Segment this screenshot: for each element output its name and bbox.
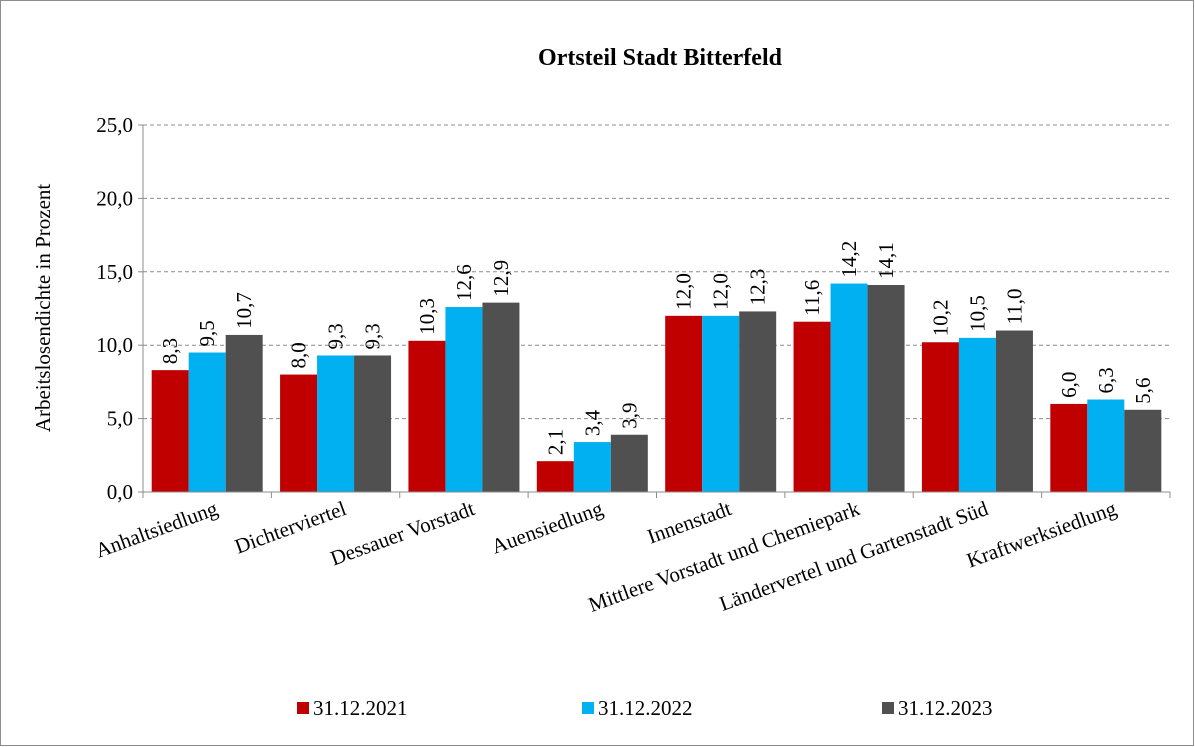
value-label: 3,4 bbox=[580, 409, 604, 436]
bar bbox=[151, 370, 189, 492]
value-label: 3,9 bbox=[617, 402, 641, 428]
value-label: 8,3 bbox=[158, 338, 182, 364]
y-tick-label: 25,0 bbox=[96, 113, 133, 137]
legend-label: 31.12.2022 bbox=[598, 696, 693, 720]
value-label: 9,3 bbox=[361, 323, 385, 349]
value-label: 2,1 bbox=[543, 429, 567, 455]
value-label: 9,3 bbox=[324, 323, 348, 349]
legend-label: 31.12.2021 bbox=[313, 696, 408, 720]
value-label: 8,0 bbox=[287, 342, 311, 368]
value-label: 12,3 bbox=[746, 269, 770, 306]
value-label: 10,5 bbox=[965, 295, 989, 332]
bar bbox=[573, 442, 611, 492]
bar bbox=[536, 461, 574, 492]
legend-swatch bbox=[297, 702, 309, 714]
bar bbox=[921, 342, 959, 492]
value-label: 11,0 bbox=[1002, 289, 1026, 325]
y-tick-label: 15,0 bbox=[96, 260, 133, 284]
bar bbox=[739, 311, 777, 492]
bar bbox=[482, 302, 520, 492]
bar bbox=[830, 283, 868, 492]
value-label: 9,5 bbox=[195, 320, 219, 346]
bar bbox=[995, 330, 1033, 492]
value-label: 14,1 bbox=[874, 242, 898, 279]
bar bbox=[188, 352, 226, 492]
y-tick-label: 0,0 bbox=[107, 480, 133, 504]
bar bbox=[280, 374, 318, 492]
bar bbox=[958, 337, 996, 492]
value-label: 6,3 bbox=[1094, 367, 1118, 393]
bar bbox=[610, 434, 648, 492]
bar bbox=[793, 321, 831, 492]
value-label: 11,6 bbox=[800, 280, 824, 316]
y-tick-label: 20,0 bbox=[96, 186, 133, 210]
value-label: 6,0 bbox=[1057, 372, 1081, 398]
value-label: 5,6 bbox=[1131, 378, 1155, 404]
value-label: 10,7 bbox=[232, 292, 256, 329]
bar bbox=[665, 315, 703, 492]
y-tick-label: 5,0 bbox=[107, 407, 133, 431]
value-label: 10,3 bbox=[415, 298, 439, 335]
bar bbox=[317, 355, 355, 492]
chart-title: Ortsteil Stadt Bitterfeld bbox=[538, 45, 783, 71]
bar bbox=[408, 340, 446, 492]
bar bbox=[1050, 403, 1088, 492]
value-label: 12,9 bbox=[489, 260, 513, 297]
value-label: 10,2 bbox=[928, 300, 952, 337]
legend-swatch bbox=[582, 702, 594, 714]
value-label: 12,6 bbox=[452, 264, 476, 301]
bar bbox=[867, 285, 905, 492]
bar bbox=[702, 315, 740, 492]
value-label: 14,2 bbox=[837, 241, 861, 278]
bar bbox=[445, 307, 483, 492]
value-label: 12,0 bbox=[672, 273, 696, 310]
y-axis-label: Arbeitslosendichte in Prozent bbox=[31, 184, 55, 433]
legend-label: 31.12.2023 bbox=[898, 696, 993, 720]
bar bbox=[354, 355, 392, 492]
y-tick-label: 10,0 bbox=[96, 333, 133, 357]
bar bbox=[225, 334, 263, 492]
bar bbox=[1124, 409, 1162, 492]
value-label: 12,0 bbox=[709, 273, 733, 310]
bar bbox=[1087, 399, 1125, 492]
legend-swatch bbox=[882, 702, 894, 714]
